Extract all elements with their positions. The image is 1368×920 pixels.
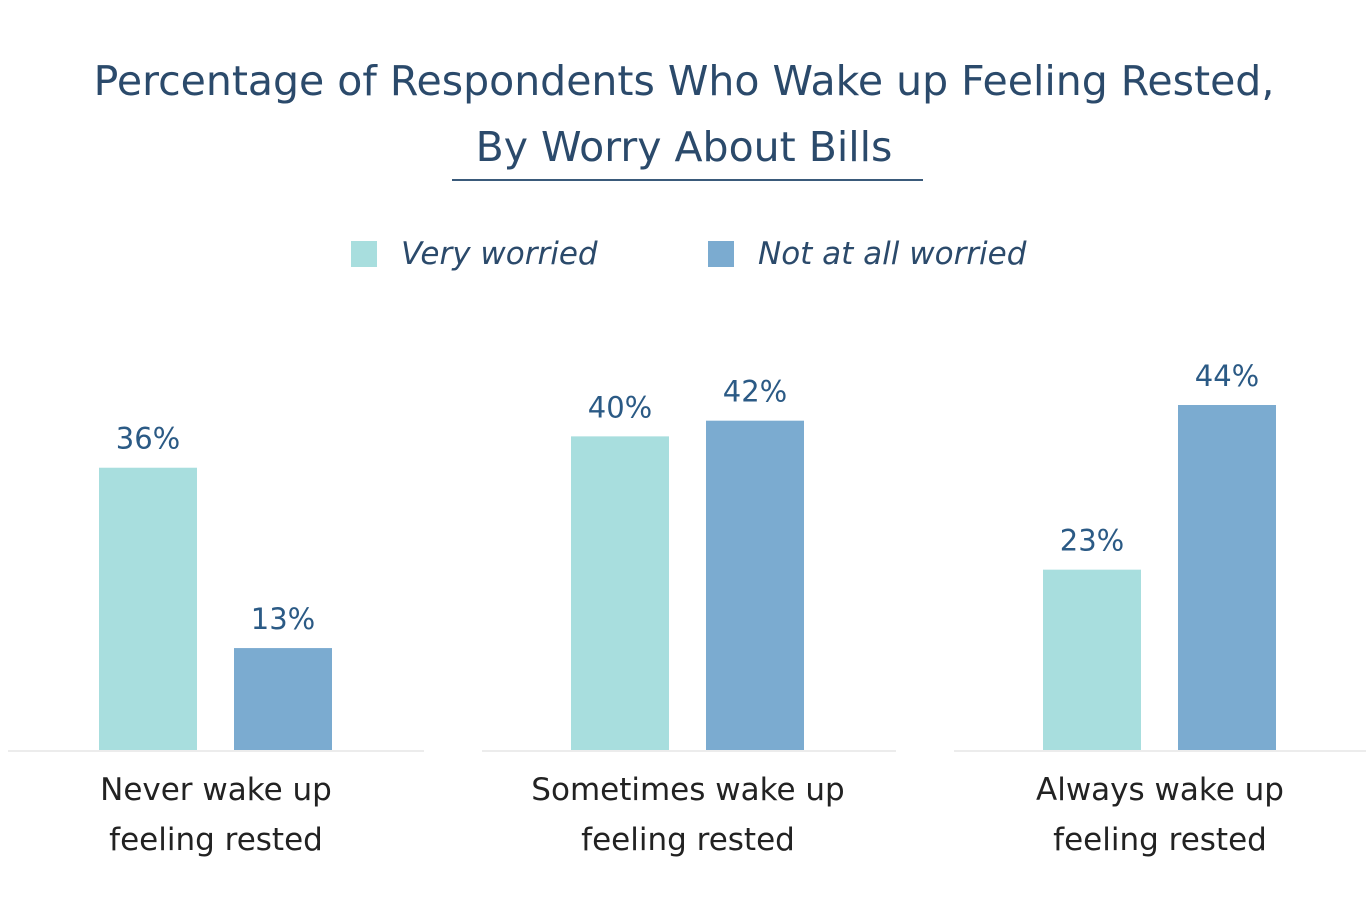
category-label-always-line-1: Always wake up	[1036, 772, 1284, 808]
category-label-always-line-2: feeling rested	[1053, 822, 1267, 858]
chart-title: Percentage of Respondents Who Wake up Fe…	[0, 48, 1368, 180]
bar-sometimes-very-worried	[571, 436, 669, 750]
legend-item-very-worried: Very worried	[351, 232, 598, 276]
legend-label-very-worried: Very worried	[401, 236, 598, 272]
chart-title-line-1: Percentage of Respondents Who Wake up Fe…	[93, 57, 1275, 105]
bar-never-not-at-all-worried	[234, 648, 332, 750]
bar-never-very-worried	[99, 467, 197, 750]
bar-always-very-worried	[1043, 569, 1141, 750]
legend-item-not-at-all-worried: Not at all worried	[708, 232, 1026, 276]
bar-always-not-at-all-worried	[1178, 405, 1276, 750]
value-label-always-very-worried: 23%	[1060, 524, 1124, 558]
value-label-sometimes-not-at-all-worried: 42%	[723, 375, 787, 409]
legend-swatch-not-at-all-worried	[708, 241, 734, 267]
category-label-never-line-2: feeling rested	[109, 822, 323, 858]
value-label-never-very-worried: 36%	[116, 422, 180, 456]
value-label-sometimes-very-worried: 40%	[588, 390, 652, 424]
title-underline	[452, 179, 923, 181]
chart-title-line-2: By Worry About Bills	[475, 123, 893, 171]
category-label-sometimes-line-1: Sometimes wake up	[531, 772, 844, 808]
bar-sometimes-not-at-all-worried	[706, 420, 804, 750]
category-label-never-line-1: Never wake up	[100, 772, 332, 808]
value-label-always-not-at-all-worried: 44%	[1195, 359, 1259, 393]
legend-label-not-at-all-worried: Not at all worried	[758, 236, 1027, 272]
value-label-never-not-at-all-worried: 13%	[251, 602, 315, 636]
legend: Very worried Not at all worried	[0, 232, 1368, 276]
category-label-sometimes-line-2: feeling rested	[581, 822, 795, 858]
legend-swatch-very-worried	[351, 241, 377, 267]
